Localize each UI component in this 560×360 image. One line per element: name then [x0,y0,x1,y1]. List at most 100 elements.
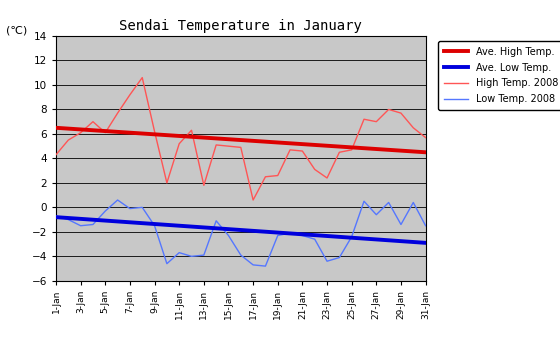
High Temp. 2008 [361,117,367,121]
Ave. High Temp. [299,142,306,146]
Low Temp. 2008 [348,235,355,239]
Low Temp. 2008 [398,222,404,227]
High Temp. 2008 [250,198,256,202]
Ave. High Temp. [410,149,417,154]
Ave. High Temp. [164,133,170,137]
Ave. High Temp. [250,139,256,143]
Ave. Low Temp. [65,216,72,220]
Ave. Low Temp. [176,224,183,228]
Ave. Low Temp. [398,239,404,243]
Low Temp. 2008 [287,231,293,235]
High Temp. 2008 [348,148,355,152]
Ave. Low Temp. [77,217,84,221]
Ave. High Temp. [151,132,158,136]
Ave. High Temp. [102,129,109,133]
Low Temp. 2008 [361,199,367,203]
Low Temp. 2008 [53,214,59,218]
High Temp. 2008 [324,176,330,180]
Ave. High Temp. [311,143,318,147]
Low Temp. 2008 [176,251,183,255]
Ave. High Temp. [188,135,195,139]
Ave. High Temp. [324,144,330,148]
High Temp. 2008 [114,111,121,115]
High Temp. 2008 [213,143,220,147]
High Temp. 2008 [398,111,404,115]
Low Temp. 2008 [274,233,281,238]
Low Temp. 2008 [410,200,417,204]
High Temp. 2008 [373,120,380,124]
Ave. High Temp. [213,136,220,140]
Low Temp. 2008 [237,253,244,257]
High Temp. 2008 [287,148,293,152]
Ave. High Temp. [287,141,293,145]
High Temp. 2008 [311,167,318,172]
Ave. Low Temp. [225,227,232,231]
Low Temp. 2008 [373,212,380,217]
Ave. Low Temp. [410,240,417,244]
Ave. Low Temp. [373,237,380,242]
Ave. High Temp. [398,148,404,153]
High Temp. 2008 [274,174,281,178]
Ave. Low Temp. [385,238,392,242]
Ave. Low Temp. [114,219,121,224]
High Temp. 2008 [102,131,109,135]
Ave. Low Temp. [53,215,59,219]
High Temp. 2008 [176,141,183,146]
Low Temp. 2008 [250,263,256,267]
Line: High Temp. 2008: High Temp. 2008 [56,78,426,200]
Ave. High Temp. [65,126,72,131]
Ave. High Temp. [176,134,183,138]
Low Temp. 2008 [311,237,318,241]
Ave. High Temp. [274,140,281,145]
Ave. Low Temp. [311,233,318,237]
Low Temp. 2008 [65,217,72,222]
Low Temp. 2008 [127,206,133,211]
High Temp. 2008 [188,128,195,132]
High Temp. 2008 [299,149,306,153]
Ave. Low Temp. [213,226,220,230]
Low Temp. 2008 [213,219,220,223]
High Temp. 2008 [237,145,244,149]
High Temp. 2008 [164,181,170,185]
Ave. High Temp. [237,138,244,142]
Ave. High Temp. [422,150,429,154]
Low Temp. 2008 [422,224,429,228]
Ave. High Temp. [361,146,367,150]
Title: Sendai Temperature in January: Sendai Temperature in January [119,19,362,33]
High Temp. 2008 [385,107,392,112]
Ave. High Temp. [139,131,146,136]
Line: Low Temp. 2008: Low Temp. 2008 [56,200,426,266]
Ave. High Temp. [127,131,133,135]
Low Temp. 2008 [102,209,109,213]
Ave. Low Temp. [188,224,195,229]
Ave. High Temp. [348,145,355,149]
Ave. Low Temp. [422,241,429,245]
Legend: Ave. High Temp., Ave. Low Temp., High Temp. 2008, Low Temp. 2008: Ave. High Temp., Ave. Low Temp., High Te… [438,41,560,110]
Ave. High Temp. [262,140,269,144]
Ave. Low Temp. [102,219,109,223]
Line: Ave. High Temp.: Ave. High Temp. [56,128,426,152]
Ave. Low Temp. [336,235,343,239]
Ave. High Temp. [225,137,232,141]
Ave. Low Temp. [151,222,158,226]
Text: (℃): (℃) [6,25,27,35]
High Temp. 2008 [65,138,72,142]
Low Temp. 2008 [90,222,96,227]
Ave. Low Temp. [274,230,281,235]
Ave. Low Temp. [237,228,244,232]
Ave. High Temp. [90,128,96,132]
Low Temp. 2008 [385,200,392,204]
Ave. Low Temp. [299,232,306,237]
Low Temp. 2008 [324,259,330,264]
Ave. Low Temp. [90,217,96,222]
Low Temp. 2008 [139,205,146,210]
High Temp. 2008 [77,131,84,135]
Ave. Low Temp. [361,237,367,241]
Line: Ave. Low Temp.: Ave. Low Temp. [56,217,426,243]
High Temp. 2008 [422,135,429,140]
Ave. High Temp. [53,126,59,130]
Ave. Low Temp. [200,225,207,230]
Ave. Low Temp. [139,221,146,225]
Low Temp. 2008 [114,198,121,202]
Low Temp. 2008 [151,224,158,228]
